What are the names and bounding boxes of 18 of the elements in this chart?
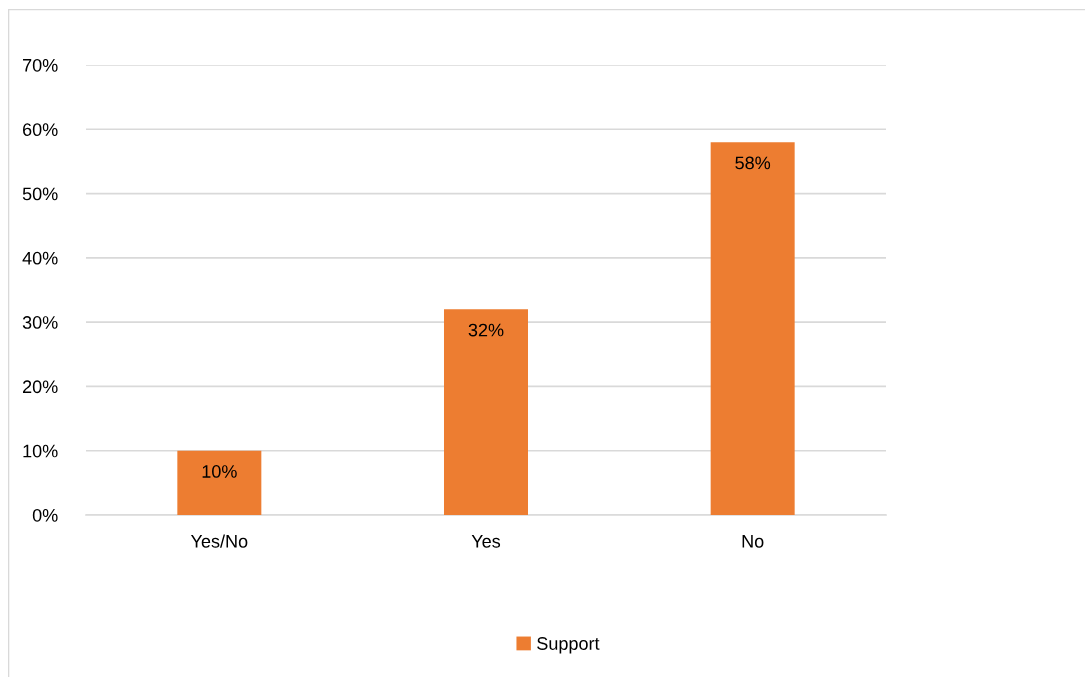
y-tick-label: 70% (23, 58, 58, 72)
y-tick-label: 20% (22, 380, 58, 394)
bar (177, 450, 262, 515)
bar (444, 309, 528, 515)
x-tick-label: No (742, 535, 764, 548)
x-tick-label: Yes/No (190, 534, 248, 548)
data-label: 32% (468, 323, 504, 337)
legend-label: Support (537, 637, 600, 654)
y-tick-label: 60% (23, 123, 58, 137)
y-tick-label: 50% (22, 187, 58, 201)
x-tick-label: Yes (471, 535, 501, 548)
y-tick-label: 40% (22, 251, 58, 265)
bar (710, 142, 795, 515)
data-label: 10% (202, 465, 237, 478)
y-tick-label: 0% (32, 508, 58, 522)
data-label: 58% (735, 156, 771, 170)
y-tick-label: 30% (22, 316, 58, 329)
y-tick-label: 10% (23, 444, 58, 458)
